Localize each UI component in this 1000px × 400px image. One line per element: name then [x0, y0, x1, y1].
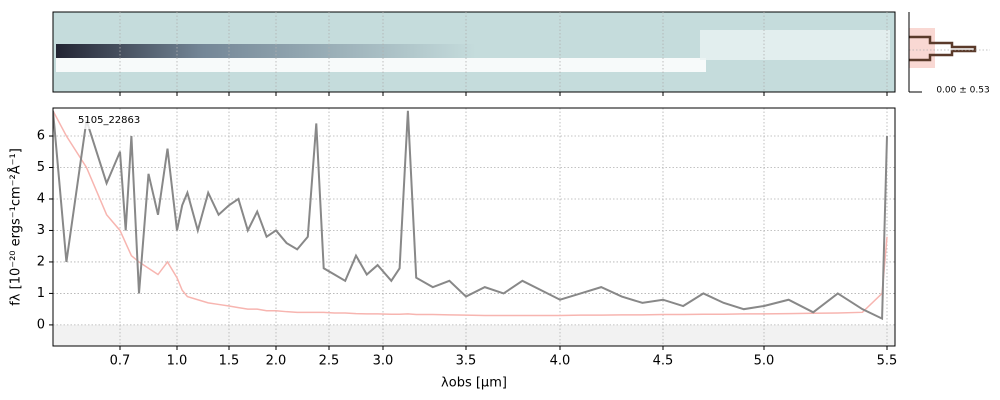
spectrum-line [53, 110, 888, 321]
x-tick-label: 0.7 [110, 354, 131, 369]
negative-band [53, 324, 895, 346]
trace-noise [700, 30, 890, 60]
trace-lower [56, 58, 706, 72]
plot-area [53, 108, 895, 346]
x-tick-label: 5.5 [877, 354, 898, 369]
x-tick-label: 2.5 [319, 354, 340, 369]
trace-upper [56, 44, 476, 58]
y-tick-label: 5 [37, 160, 45, 175]
x-tick-label: 5.0 [754, 354, 775, 369]
y-tick-label: 4 [37, 191, 45, 206]
x-tick-label: 4.5 [653, 354, 674, 369]
y-tick-label: 0 [37, 317, 45, 332]
object-label: 5105_22863 [78, 115, 140, 126]
label-box [72, 111, 142, 129]
x-tick-label: 3.0 [373, 354, 394, 369]
y-tick-label: 6 [37, 129, 45, 144]
plot-frame [52, 107, 896, 347]
x-tick-label: 3.5 [456, 354, 477, 369]
profile-label: 0.00 ± 0.53 [936, 86, 989, 96]
x-tick-label: 1.5 [219, 354, 240, 369]
x-axis-label: λobs [μm] [441, 376, 507, 391]
profile-band [909, 28, 935, 68]
x-tick-label: 2.0 [266, 354, 287, 369]
y-tick-label: 3 [37, 223, 45, 238]
profile-panel: 0.00 ± 0.53 [908, 12, 990, 96]
x-tick-label: 4.0 [550, 354, 571, 369]
spectrum-line [53, 110, 888, 317]
y-tick-label: 2 [37, 254, 45, 269]
x-tick-label: 1.0 [167, 354, 188, 369]
profile-line [909, 35, 977, 62]
y-axis-label: fλ [10⁻²⁰ ergs⁻¹cm⁻²Å⁻¹] [8, 148, 24, 306]
series-group [53, 110, 888, 321]
y-tick-label: 1 [37, 286, 45, 301]
